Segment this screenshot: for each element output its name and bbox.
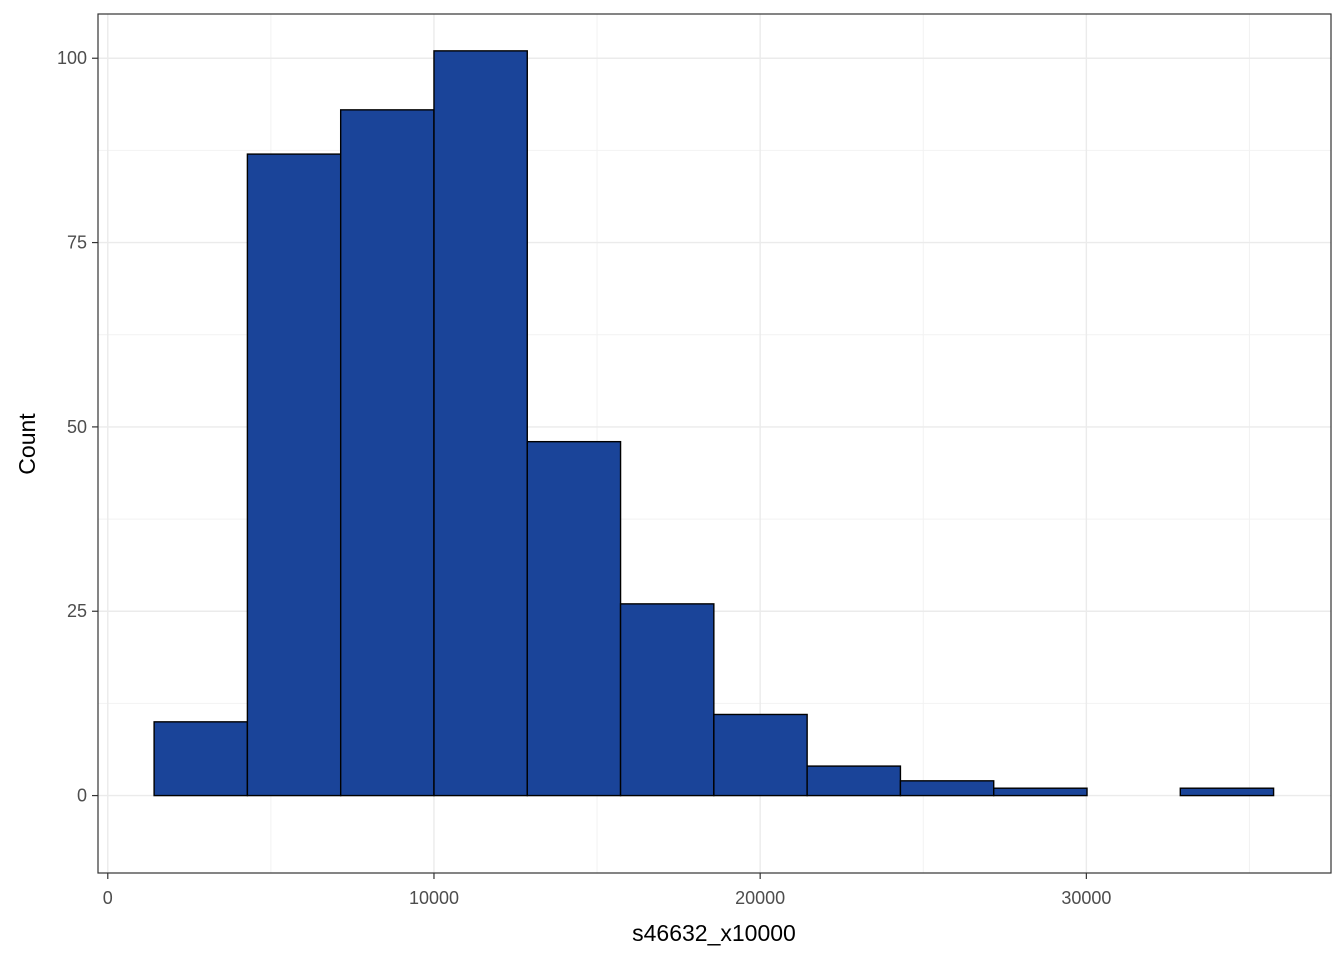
x-axis: 0 10000 20000 30000 (103, 873, 1111, 908)
y-tick-label: 50 (67, 417, 87, 437)
histogram-bar (339, 109, 435, 797)
y-axis: 0 25 50 75 100 (57, 48, 98, 806)
x-tick-label: 0 (103, 888, 113, 908)
x-tick-label: 30000 (1061, 888, 1111, 908)
x-axis-title: s46632_x10000 (632, 920, 796, 946)
plot-panel-border (97, 13, 1332, 874)
histogram-bar (153, 721, 249, 797)
x-tick-label: 20000 (735, 888, 785, 908)
histogram-bars (153, 50, 1275, 797)
y-tick-label: 0 (77, 786, 87, 806)
histogram-bar (899, 780, 995, 797)
x-tick-label: 10000 (409, 888, 459, 908)
histogram-bar (1179, 787, 1275, 797)
histogram-bar (619, 603, 715, 797)
histogram-bar (526, 440, 622, 797)
y-tick-label: 75 (67, 233, 87, 253)
y-tick-label: 100 (57, 48, 87, 68)
histogram-bar (246, 153, 342, 797)
histogram-bar (713, 713, 808, 797)
histogram-bar (433, 50, 528, 797)
histogram-bar (806, 765, 902, 797)
y-tick-label: 25 (67, 601, 87, 621)
histogram-bar (993, 787, 1088, 797)
y-axis-title: Count (14, 413, 40, 475)
